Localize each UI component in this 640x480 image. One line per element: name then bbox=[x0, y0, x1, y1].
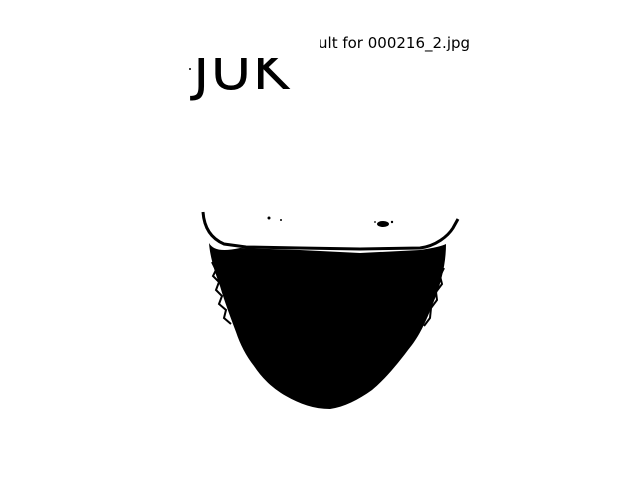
partial-text: JUK bbox=[180, 0, 320, 103]
text-crop-band bbox=[180, 0, 320, 58]
mask-left-edge-noise bbox=[211, 261, 232, 325]
speck-right-small bbox=[390, 220, 394, 224]
mask-right-edge-noise bbox=[423, 267, 445, 327]
speck-dot bbox=[189, 68, 191, 70]
face-mask bbox=[201, 211, 460, 409]
mask-body bbox=[209, 243, 446, 409]
face-contour bbox=[201, 211, 460, 251]
speck-mid bbox=[374, 221, 376, 223]
speck-left bbox=[267, 216, 271, 220]
speck-left-2 bbox=[280, 219, 282, 221]
speck-right bbox=[377, 221, 389, 227]
